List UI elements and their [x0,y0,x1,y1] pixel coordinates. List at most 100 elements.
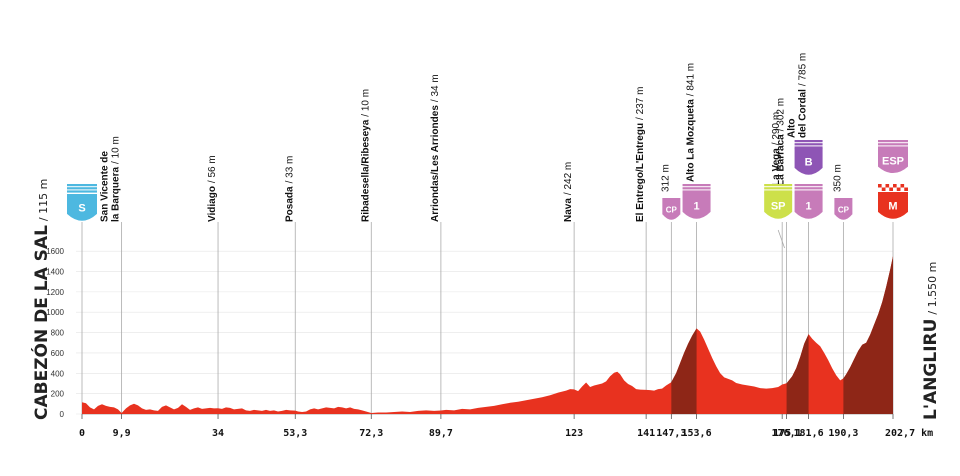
waypoint-name: La Vega / 290 m [771,112,782,186]
waypoint-name-text: San Vicente de [100,151,111,222]
badge-stripe [794,146,823,149]
waypoint-altitude: / 841 m [686,63,697,96]
badge-stripe [764,184,793,187]
badge-label: ESP [882,156,904,168]
start-town-name: CABEZÓN DE LA SAL [30,225,52,420]
waypoint-name: Ribadesella/Ribeseya / 10 m [360,89,371,222]
waypoint-name: Alto [787,119,798,138]
waypoint-name: Arriondas/Les Arriondes / 34 m [430,74,441,222]
waypoint-label: Alto La Mozqueta / 841 m [686,63,697,182]
waypoint-label: Ribadesella/Ribeseya / 10 m [360,89,371,222]
waypoint-altitude: / 290 m [771,112,782,145]
waypoint-label: La Barraca / 302 m [776,98,787,186]
waypoint-label: El Entrego/L'Entregu / 237 m [635,87,646,222]
end-labels: CABEZÓN DE LA SAL / 115 m L'ANGLIRU / 1.55… [30,179,941,420]
waypoint-name: San Vicente de [100,151,111,222]
y-tick-label: 0 [60,410,65,419]
waypoint-name-text: Posada [284,186,295,222]
badge-stripe [794,187,823,190]
waypoint-name-text: Vidiago [207,186,218,222]
y-tick-label: 1200 [46,288,64,297]
climb-segment [786,334,809,414]
badge-shape [764,192,793,219]
waypoint-name-text: la Barquera [111,167,122,222]
x-tick-label: 9,9 [113,428,131,439]
climb-segment [843,256,893,414]
badges: S CP 1 SP B 1 CP ESP M [67,140,908,221]
badge-shape [67,194,97,221]
checkered-cell [889,187,893,191]
x-tick-label: 176,1 [772,428,802,439]
badge-label: CP [666,205,678,214]
badge-stripes [878,140,908,149]
x-tick-label: 53,3 [283,428,307,439]
waypoint-name: del Cordal / 785 m [798,53,809,138]
checkered-cell [896,187,901,191]
checkered-cell [885,187,890,191]
waypoint-name: La Barraca / 302 m [776,98,787,186]
badge-stripe [67,190,97,193]
badge-stripes [794,184,823,193]
finish-town-altitude: / 1.550 m [926,262,939,315]
badge-shape [878,192,908,219]
finish-checkered [878,184,908,191]
badge-stripe [794,140,823,143]
waypoint-name-text: Alto [787,119,798,138]
start-town-altitude: / 115 m [37,179,50,221]
checkered-cell [896,184,901,188]
badge-label: CP [838,205,850,214]
waypoint-name-text: Arriondas/Les Arriondes [430,105,441,222]
waypoint-altitude: / 56 m [207,155,218,183]
badge-label: S [78,203,85,215]
waypoint-name: la Barquera / 10 m [111,136,122,222]
x-tick-label: 89,7 [429,428,453,439]
waypoint-labels: San Vicente de la Barquera / 10 m Vidiago / … [100,53,844,222]
badge-stripe [794,184,823,187]
finish-town-name: L'ANGLIRU [921,319,941,420]
checkpoint-badge-2: CP [834,198,853,220]
waypoint-label: La Vega / 290 m [771,112,782,186]
x-tick-label: 0 [79,428,85,439]
y-tick-label: 200 [51,390,65,399]
y-axis-ticks: 0 200 400 600 800 1000 1200 1400 1600 [46,247,64,419]
checkered-cell [881,187,886,191]
y-tick-label: 600 [51,349,65,358]
badge-shape [834,198,853,220]
waypoint-label: Arriondas/Les Arriondes / 34 m [430,74,441,222]
waypoint-name-text: Nava [563,198,574,222]
profile-area [82,256,893,414]
waypoint-label: Posada / 33 m [284,156,295,222]
badge-stripes [682,184,711,193]
waypoint-altitude: / 242 m [563,162,574,195]
waypoint-altitude: / 34 m [430,74,441,102]
waypoint-name-text: La Barraca [776,134,787,186]
badge-stripe [682,187,711,190]
badge-stripe [878,143,908,146]
waypoint-name: Vidiago / 56 m [207,155,218,222]
waypoint-altitude: / 785 m [798,53,809,86]
waypoint-altitude: / 237 m [635,87,646,120]
finish-town-label: L'ANGLIRU / 1.550 m [921,262,941,420]
waypoint-lines [81,222,894,414]
checkered-cell [904,187,908,191]
waypoint-altitude: / 302 m [776,98,787,131]
climb-segment [671,328,697,414]
badge-stripe [878,140,908,143]
waypoint-label: 312 m [660,164,671,192]
y-tick-label: 1000 [46,308,64,317]
checkered-cell [889,184,893,188]
checkered-cell [893,187,897,191]
checkered-cell [878,187,882,191]
waypoint-altitude: / 10 m [111,136,122,164]
waypoint-altitude: / 10 m [360,89,371,117]
badge-label: M [888,201,897,213]
y-tick-label: 1600 [46,247,64,256]
badge-stripe [794,143,823,146]
checkered-cell [881,184,886,188]
badge-stripe [67,184,97,187]
badge-stripe [682,190,711,193]
waypoint-name-text: Ribadesella/Ribeseya [360,119,371,222]
mountain-cat1-badge-2: 1 [794,192,823,219]
